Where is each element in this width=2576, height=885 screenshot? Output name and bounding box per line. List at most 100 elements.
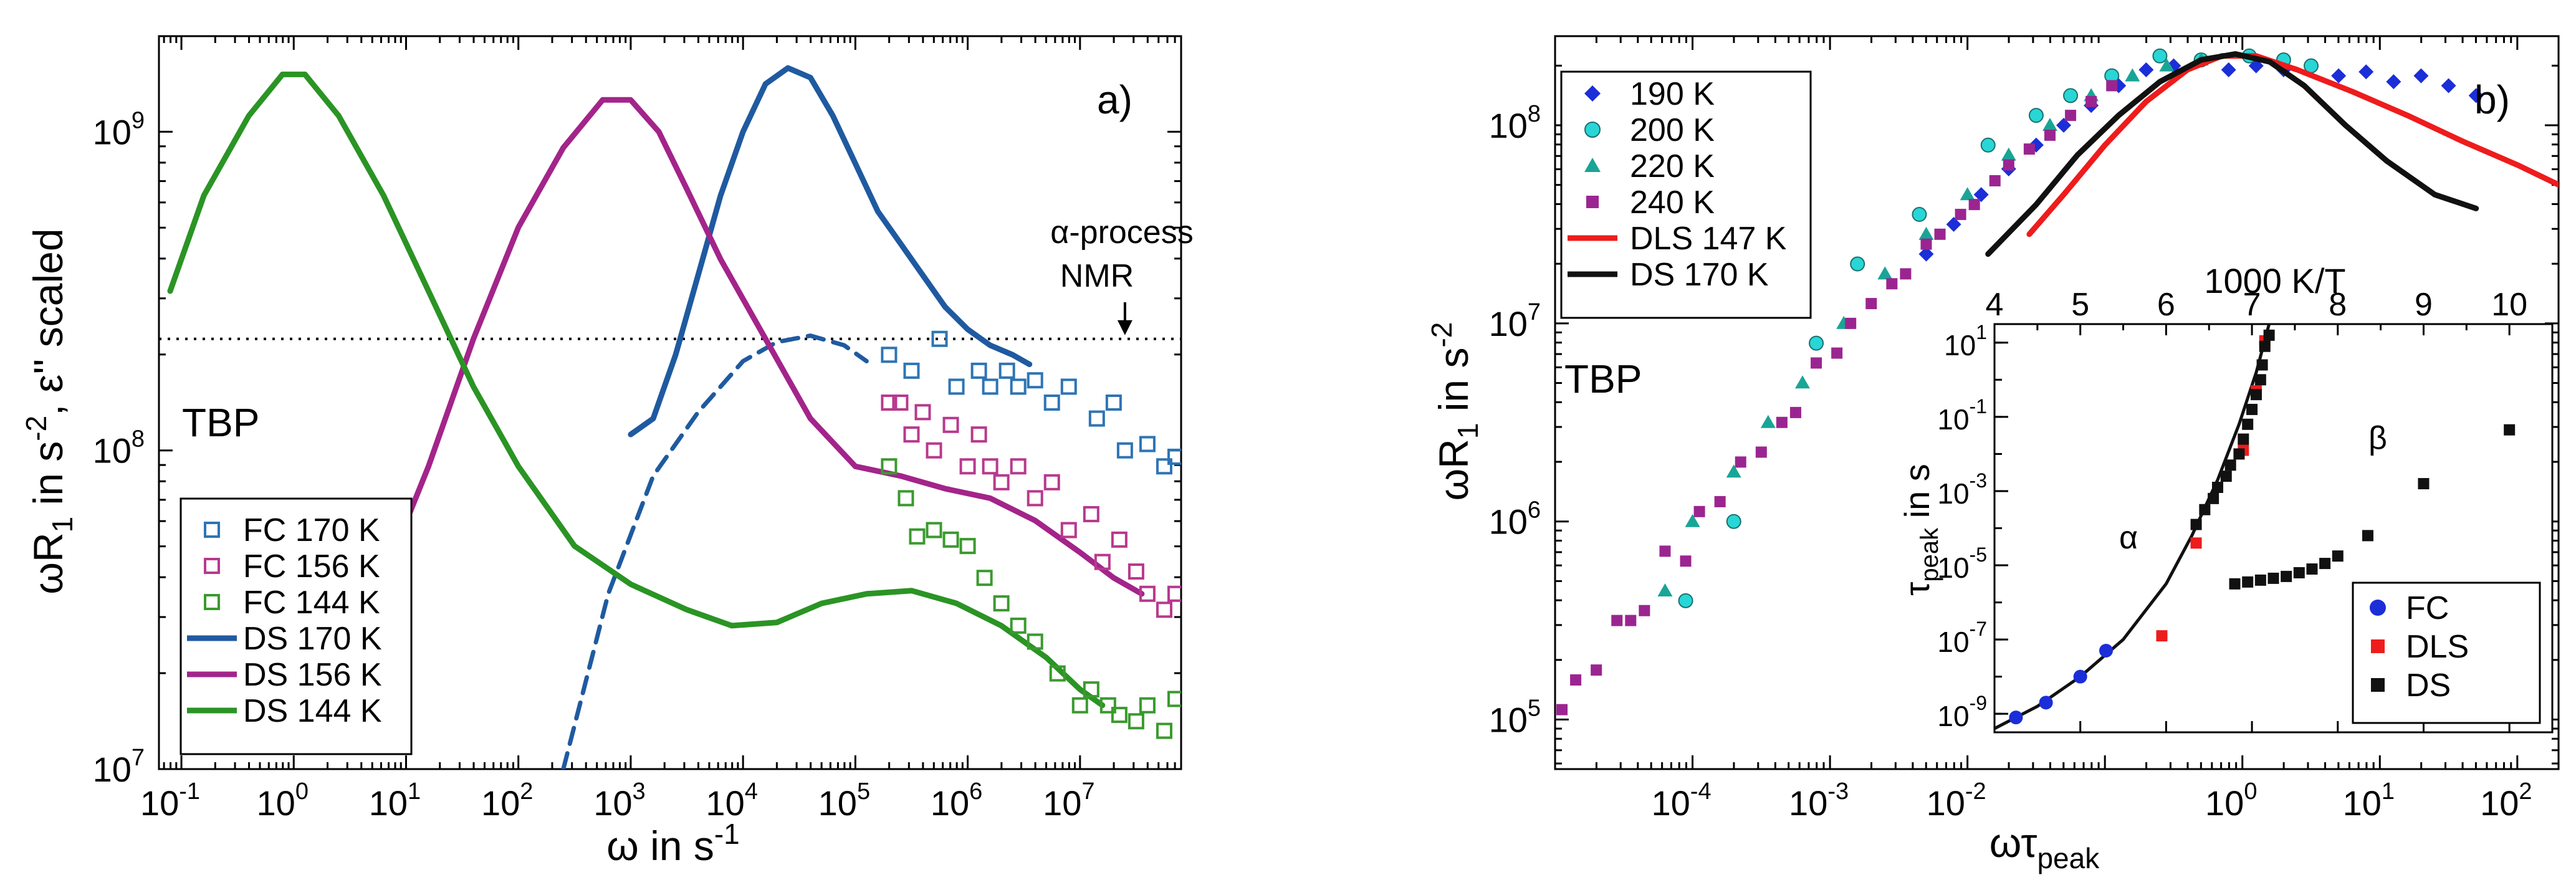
data-point-fc-156-k — [1167, 585, 1181, 602]
series-fc-156-k — [881, 395, 1181, 618]
panel-a: 10-1 100 101 102 103 104 105 106 107 107 108 109 a… — [20, 35, 1194, 869]
legend-label-fc-170-k: FC 170 K — [243, 512, 380, 548]
legend-swatch-ds — [2371, 678, 2385, 692]
data-point-fc-156-k — [1027, 490, 1043, 507]
data-point-240-k — [1755, 446, 1767, 458]
data-point-fc — [2039, 696, 2053, 710]
data-point-190-k — [1973, 187, 1989, 203]
data-point-fc-170-k — [982, 378, 998, 395]
inset-x-tick-label: 4 — [1986, 287, 2004, 323]
data-point-fc-156-k — [1156, 601, 1172, 618]
data-point-ds — [2418, 478, 2430, 490]
inset-x-tick-label: 8 — [2329, 287, 2347, 323]
series-ds — [2190, 329, 2516, 590]
data-point-fc-170-k — [948, 378, 965, 395]
series-fc-144-k — [881, 458, 1181, 739]
legend-label-ds-170-k: DS 170 K — [243, 621, 382, 657]
data-point-fc-170-k — [1043, 395, 1060, 411]
data-point-ds — [2190, 519, 2202, 530]
inset-x-tick-label: 9 — [2415, 287, 2433, 323]
x-tick-label: 10-4 — [1652, 778, 1712, 823]
data-point-240-k — [2065, 110, 2077, 122]
data-point-ds — [2229, 578, 2241, 590]
data-point-fc-144-k — [1083, 681, 1099, 698]
panel-a-x-axis-title: ω in s-1 — [606, 818, 739, 869]
data-point-200-k — [2152, 48, 2168, 64]
inset-alpha-label: α — [2119, 520, 2138, 556]
data-point-fc-144-k — [1010, 617, 1027, 634]
inset-beta-label: β — [2368, 420, 2387, 456]
data-point-ds — [2293, 567, 2305, 578]
inset-x-tick-label: 6 — [2157, 287, 2175, 323]
data-point-fc-144-k — [926, 522, 942, 538]
data-point-240-k — [1611, 615, 1623, 626]
data-point-fc-144-k — [959, 538, 976, 555]
data-point-200-k — [1726, 514, 1741, 529]
data-point-240-k — [1735, 456, 1746, 468]
y-tick-label: 109 — [93, 107, 145, 151]
data-point-ds — [2281, 570, 2292, 582]
data-point-200-k — [2063, 88, 2079, 103]
data-point-fc-156-k — [1139, 585, 1156, 602]
series-line-ds-170-k — [1985, 51, 2479, 257]
y-tick-label: 107 — [1489, 299, 1541, 343]
legend-label-ds: DS — [2406, 667, 2451, 704]
data-point-200-k — [1912, 207, 1927, 222]
data-point-fc-170-k — [998, 362, 1015, 379]
data-point-ds — [2332, 550, 2344, 562]
data-point-240-k — [1845, 317, 1857, 329]
legend-label-220-k: 220 K — [1630, 148, 1715, 184]
data-point-fc-144-k — [1111, 707, 1128, 724]
data-point-fc-156-k — [926, 442, 942, 459]
data-point-200-k — [1850, 256, 1865, 272]
data-point-fc-170-k — [1167, 448, 1181, 465]
data-point-fc-156-k — [914, 404, 931, 421]
panel-b-label: b) — [2474, 77, 2510, 122]
inset-top-x-axis-title: 1000 K/T — [2204, 261, 2345, 300]
legend-label-240-k: 240 K — [1630, 184, 1715, 221]
data-point-220-k — [1877, 266, 1893, 280]
data-point-fc — [2073, 669, 2087, 684]
data-point-fc-156-k — [1043, 474, 1060, 490]
data-point-190-k — [2221, 62, 2236, 78]
data-point-fc-144-k — [1027, 633, 1043, 650]
x-tick-label: 100 — [2205, 778, 2257, 823]
data-point-190-k — [2441, 78, 2456, 93]
series-line-ds-156-k — [380, 97, 1145, 597]
data-point-fc-170-k — [1105, 395, 1122, 411]
data-point-fc-156-k — [1111, 531, 1128, 548]
legend-swatch-fc-170-k — [204, 522, 220, 538]
data-point-240-k — [2085, 95, 2097, 107]
x-tick-label: 107 — [1043, 778, 1094, 823]
series-line-ds-170-k-dashed — [561, 333, 869, 769]
data-point-190-k — [2138, 62, 2154, 78]
data-point-dls — [2190, 537, 2202, 549]
series-fc-170-k — [881, 330, 1181, 475]
data-point-fc-156-k — [1128, 563, 1144, 580]
data-point-240-k — [2106, 80, 2118, 92]
data-point-fc-156-k — [1010, 458, 1027, 475]
y-tick-label: 107 — [93, 745, 145, 789]
data-point-220-k — [1794, 375, 1810, 389]
data-point-fc-144-k — [993, 595, 1010, 612]
y-tick-label: 101 — [1944, 321, 1987, 361]
data-point-200-k — [1678, 593, 1693, 608]
data-point-fc-144-k — [1139, 697, 1156, 714]
data-point-220-k — [1726, 464, 1741, 478]
data-point-fc-144-k — [1049, 665, 1066, 682]
data-point-fc-170-k — [1116, 442, 1133, 459]
x-tick-label: 104 — [706, 778, 757, 823]
legend-swatch-190-k — [1584, 85, 1601, 102]
x-tick-label: 105 — [818, 778, 870, 823]
legend-label-ds-170-k: DS 170 K — [1630, 257, 1769, 293]
data-point-240-k — [1693, 505, 1705, 517]
data-point-190-k — [2331, 68, 2347, 84]
x-tick-label: 10-2 — [1927, 778, 1986, 823]
inset-x-tick-label: 5 — [2071, 287, 2089, 323]
data-point-fc-170-k — [1027, 372, 1043, 389]
legend-swatch-fc — [2370, 600, 2386, 616]
panel-a-series — [167, 65, 1181, 769]
data-point-240-k — [1570, 674, 1582, 686]
panel-a-y-axis-title: ωR1 in s-2, ε'' scaled — [20, 228, 79, 594]
